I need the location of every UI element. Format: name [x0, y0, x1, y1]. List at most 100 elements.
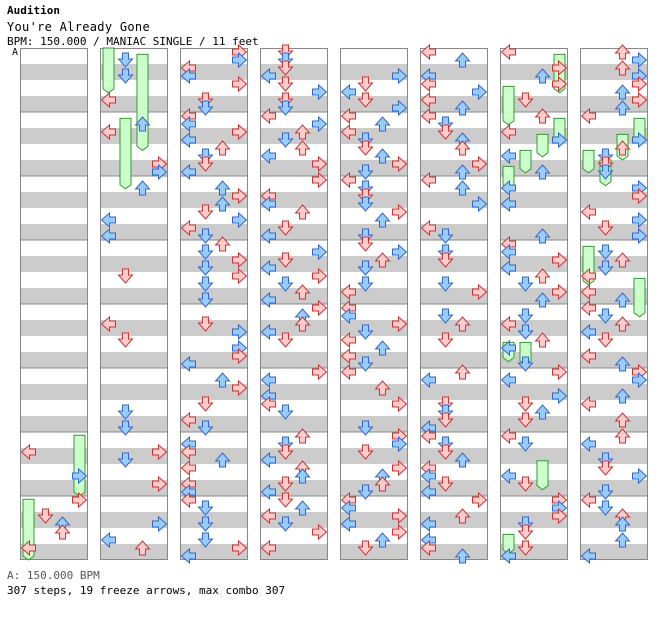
beat-band — [420, 352, 488, 368]
beat-band — [340, 288, 408, 304]
step-arrow — [454, 140, 471, 156]
step-arrow — [232, 75, 248, 93]
step-arrow — [152, 163, 168, 181]
step-arrow — [117, 452, 134, 468]
step-arrow — [552, 251, 568, 269]
step-arrow — [500, 315, 516, 333]
beat-band — [420, 416, 488, 432]
step-arrow — [117, 404, 134, 420]
step-arrow — [180, 443, 196, 461]
step-arrow — [294, 204, 311, 220]
step-arrow — [517, 396, 534, 412]
beat-band — [180, 192, 248, 208]
chart-column-border — [100, 48, 168, 560]
step-arrow — [614, 140, 631, 156]
step-arrow — [197, 292, 214, 308]
beat-band — [180, 384, 248, 400]
step-arrow — [614, 292, 631, 308]
beat-band — [500, 64, 568, 80]
step-arrow — [312, 171, 328, 189]
step-arrow — [357, 356, 374, 372]
beat-band — [180, 64, 248, 80]
bpm-marker: A — [12, 47, 19, 58]
step-arrow — [392, 315, 408, 333]
step-arrow — [232, 187, 248, 205]
freeze-arrow — [136, 53, 149, 152]
step-arrow — [294, 468, 311, 484]
chart-column-border — [340, 48, 408, 560]
beat-band — [580, 416, 648, 432]
beat-band — [340, 480, 408, 496]
step-arrow — [632, 211, 648, 229]
step-arrow — [134, 540, 151, 556]
step-arrow — [597, 244, 614, 260]
step-arrow — [294, 428, 311, 444]
step-arrow — [420, 219, 436, 237]
step-arrow — [472, 83, 488, 101]
freeze-arrow — [502, 533, 515, 555]
step-arrow — [454, 100, 471, 116]
step-arrow — [454, 548, 471, 564]
step-arrow — [197, 100, 214, 116]
beat-band — [100, 352, 168, 368]
beat-band — [580, 544, 648, 560]
beat-band — [340, 64, 408, 80]
step-arrow — [597, 308, 614, 324]
step-arrow — [260, 483, 276, 501]
beat-band — [340, 512, 408, 528]
step-arrow — [614, 412, 631, 428]
beat-band — [580, 320, 648, 336]
step-arrow — [437, 444, 454, 460]
step-arrow — [500, 43, 516, 61]
step-arrow — [260, 507, 276, 525]
step-arrow — [117, 268, 134, 284]
beat-band — [100, 224, 168, 240]
step-arrow — [180, 67, 196, 85]
step-arrow — [420, 427, 436, 445]
beat-band — [340, 384, 408, 400]
beat-band — [420, 128, 488, 144]
step-arrow — [294, 316, 311, 332]
beat-band — [580, 64, 648, 80]
step-arrow — [260, 227, 276, 245]
step-arrow — [534, 164, 551, 180]
beat-band — [420, 160, 488, 176]
step-arrow — [260, 291, 276, 309]
step-arrow — [517, 308, 534, 324]
step-arrow — [552, 387, 568, 405]
step-arrow — [374, 532, 391, 548]
step-arrow — [500, 243, 516, 261]
step-arrow — [180, 483, 196, 501]
beat-band — [420, 64, 488, 80]
beat-band — [340, 128, 408, 144]
step-arrow — [454, 508, 471, 524]
step-arrow — [340, 331, 356, 349]
beat-band — [20, 256, 88, 272]
step-arrow — [117, 420, 134, 436]
step-arrow — [614, 532, 631, 548]
chart-column-border — [420, 48, 488, 560]
step-arrow — [437, 332, 454, 348]
step-arrow — [232, 51, 248, 69]
step-arrow — [517, 276, 534, 292]
step-arrow — [534, 404, 551, 420]
beat-band — [260, 448, 328, 464]
beat-band — [180, 320, 248, 336]
beat-band — [260, 224, 328, 240]
step-arrow — [72, 467, 88, 485]
beat-band — [420, 320, 488, 336]
beat-band — [340, 352, 408, 368]
step-arrow — [277, 132, 294, 148]
step-arrow — [632, 187, 648, 205]
beat-band — [580, 128, 648, 144]
step-arrow — [374, 340, 391, 356]
step-arrow — [277, 404, 294, 420]
beat-band — [100, 320, 168, 336]
step-arrow — [517, 476, 534, 492]
step-arrow — [312, 363, 328, 381]
step-arrow — [597, 220, 614, 236]
step-arrow — [552, 75, 568, 93]
beat-band — [580, 288, 648, 304]
step-arrow — [340, 283, 356, 301]
beat-band — [580, 480, 648, 496]
